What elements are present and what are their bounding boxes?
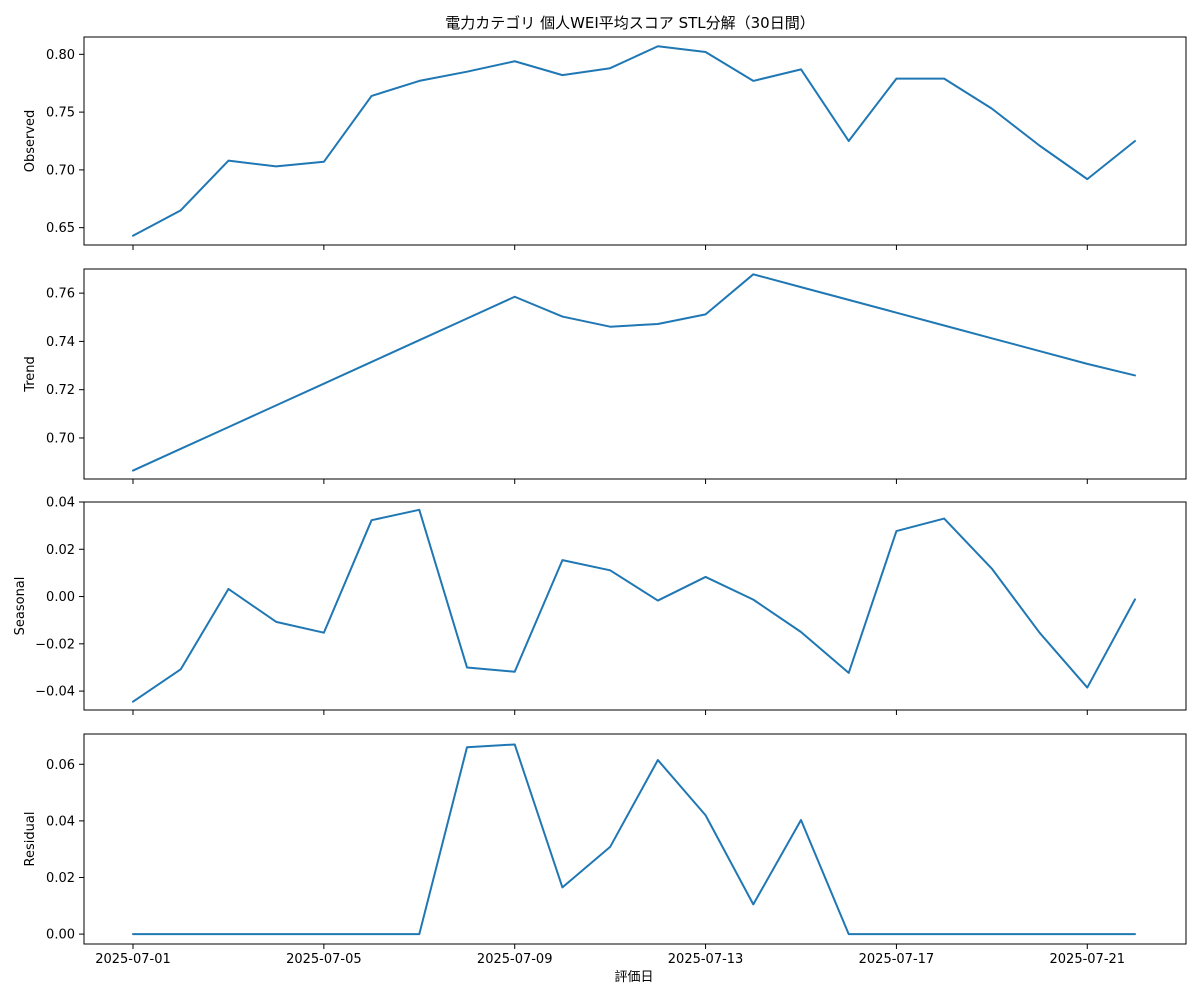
panels: 0.65 0.70 0.75 0.80 Observed 0.70 0.72 0.74 0.76… <box>13 36 1187 967</box>
x-axis-label: 評価日 <box>614 970 653 985</box>
observed-y-tick-label: 0.70 <box>46 163 75 178</box>
seasonal-y-tick-label: −0.02 <box>35 637 75 652</box>
x-tick-label: 2025-07-21 <box>1050 952 1126 967</box>
seasonal-y-axis-label: Seasonal <box>13 577 28 636</box>
x-tick-label: 2025-07-09 <box>477 952 553 967</box>
observed-y-tick-label: 0.75 <box>46 106 75 121</box>
residual-y-axis-label: Residual <box>23 812 38 867</box>
observed-y-tick-label: 0.65 <box>46 221 75 236</box>
residual-frame <box>83 733 1187 945</box>
seasonal-y-tick-label: −0.04 <box>35 685 75 700</box>
observed-frame <box>83 36 1187 246</box>
observed-y-axis-label: Observed <box>23 110 38 173</box>
observed-y-tick-label: 0.80 <box>46 48 75 63</box>
x-tick-label: 2025-07-13 <box>668 952 744 967</box>
seasonal-frame <box>83 501 1187 711</box>
seasonal-y-tick-label: 0.02 <box>46 543 75 558</box>
seasonal-y-tick-label: 0.00 <box>46 590 75 605</box>
seasonal-y-tick-label: 0.04 <box>46 496 75 511</box>
x-tick-label: 2025-07-17 <box>859 952 935 967</box>
trend-y-tick-label: 0.76 <box>46 287 75 302</box>
seasonal-series-line <box>132 508 1136 703</box>
trend-y-axis-label: Trend <box>23 356 38 393</box>
residual-series-line <box>132 743 1136 936</box>
residual-y-tick-label: 0.00 <box>46 928 75 943</box>
trend-y-tick-label: 0.72 <box>46 383 75 398</box>
residual-y-tick-label: 0.04 <box>46 814 75 829</box>
trend-y-tick-label: 0.70 <box>46 431 75 446</box>
x-tick-label: 2025-07-05 <box>286 952 362 967</box>
observed-panel: 0.65 0.70 0.75 0.80 Observed <box>23 36 1187 250</box>
trend-series-line <box>132 273 1136 472</box>
trend-panel: 0.70 0.72 0.74 0.76 Trend <box>23 268 1187 484</box>
seasonal-panel: 0.04 0.02 0.00 −0.02 −0.04 Seasonal <box>13 496 1187 715</box>
x-tick-label: 2025-07-01 <box>95 952 171 967</box>
trend-y-tick-label: 0.74 <box>46 335 75 350</box>
residual-panel: 0.00 0.02 0.04 0.06 Residual 2025-07-01 2025-0… <box>23 733 1187 967</box>
trend-frame <box>83 268 1187 480</box>
chart-title: 電力カテゴリ 個人WEI平均スコア STL分解（30日間） <box>445 14 814 32</box>
residual-y-tick-label: 0.02 <box>46 871 75 886</box>
residual-y-tick-label: 0.06 <box>46 758 75 773</box>
observed-series-line <box>132 45 1136 237</box>
